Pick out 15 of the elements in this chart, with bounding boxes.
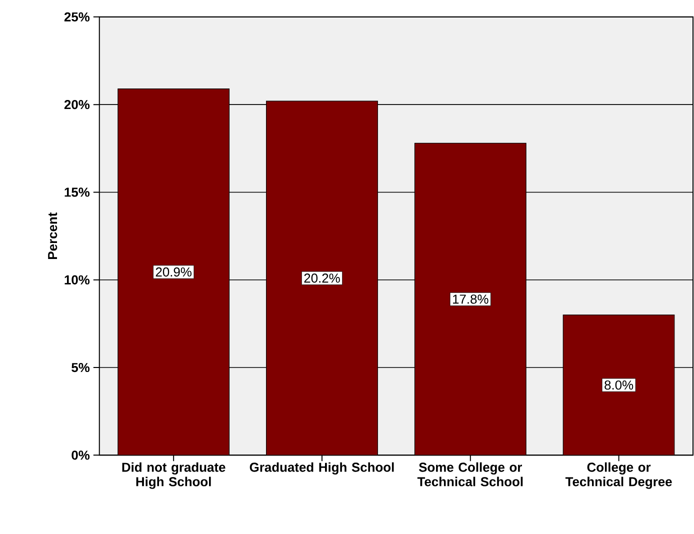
x-tick-label: Did not graduate High School [122, 462, 226, 489]
x-tick-label: Some College or Technical School [417, 462, 523, 486]
x-tick-label: Graduated High School [250, 462, 394, 475]
data-label: 20.9% [156, 267, 192, 277]
y-tick-label: 5% [72, 363, 90, 372]
data-label: 17.8% [453, 294, 488, 304]
data-label: 8.0% [604, 380, 634, 390]
data-label: 20.2% [304, 274, 340, 283]
y-tick-label: 15% [64, 188, 90, 197]
x-tick-label: College or Technical Degree [565, 462, 672, 489]
y-tick-label: 25% [64, 12, 90, 22]
y-tick-label: 10% [64, 275, 90, 285]
y-tick-label: 0% [72, 450, 90, 460]
y-tick-label: 20% [64, 100, 90, 110]
y-axis-title: Percent [48, 212, 58, 260]
